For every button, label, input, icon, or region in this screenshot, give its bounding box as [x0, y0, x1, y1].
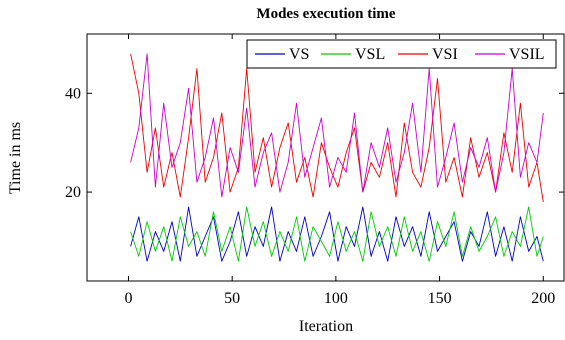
x-tick-label: 100: [324, 290, 348, 307]
series-line-vsl: [130, 206, 544, 262]
plot-area-frame: [86, 33, 565, 282]
series-line-vs: [130, 206, 544, 262]
series-layer: [130, 53, 544, 262]
y-tick-label: 40: [65, 85, 81, 102]
legend-label-vsl: VSL: [355, 46, 385, 63]
chart-title: Modes execution time: [256, 6, 395, 22]
axis-ticks: 0 50 100 150 200 20 40: [65, 34, 564, 307]
y-tick-label: 20: [65, 184, 81, 201]
x-tick-label: 150: [428, 290, 452, 307]
legend-label-vs: VS: [289, 46, 309, 63]
legend: VS VSL VSI VSIL: [246, 39, 557, 69]
legend-label-vsi: VSI: [432, 46, 458, 63]
legend-label-vsil: VSIL: [509, 46, 545, 63]
x-tick-label: 200: [531, 290, 555, 307]
series-line-vsil: [130, 53, 544, 198]
y-axis-label: Time in ms: [7, 122, 24, 194]
x-tick-label: 0: [124, 290, 132, 307]
x-axis-label: Iteration: [299, 318, 353, 335]
series-line-vsi: [130, 53, 544, 203]
x-tick-label: 50: [224, 290, 240, 307]
